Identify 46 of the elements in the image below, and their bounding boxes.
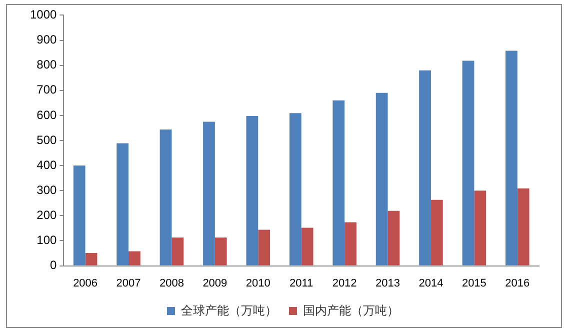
bar <box>203 122 215 266</box>
y-tick-label: 800 <box>36 58 58 72</box>
bar <box>172 237 184 266</box>
y-tick-label: 0 <box>50 258 58 272</box>
x-tick-label: 2007 <box>116 277 141 290</box>
bar <box>246 116 258 266</box>
x-tick-label: 2006 <box>73 277 98 290</box>
bar <box>474 190 486 266</box>
bar <box>85 253 98 266</box>
bar <box>116 143 129 266</box>
y-tick-label: 100 <box>36 233 58 248</box>
bar <box>160 129 172 266</box>
legend-label: 国内产能（万吨） <box>303 303 399 318</box>
bar <box>462 60 474 266</box>
bar <box>376 92 388 266</box>
legend-label: 全球产能（万吨） <box>181 303 277 318</box>
bar <box>388 210 400 266</box>
x-tick-label: 2013 <box>376 277 400 290</box>
x-tick-label: 2016 <box>505 277 530 290</box>
x-tick-label: 2015 <box>462 277 486 290</box>
bar <box>214 237 227 266</box>
y-tick-label: 400 <box>36 158 58 172</box>
x-tick-label: 2014 <box>418 277 444 290</box>
bar <box>419 70 431 266</box>
y-tick-label: 500 <box>36 132 58 147</box>
bar <box>430 200 443 266</box>
x-tick-label: 2010 <box>246 277 270 290</box>
bar <box>517 188 530 266</box>
y-tick-label: 700 <box>36 82 58 97</box>
y-tick-label: 200 <box>36 208 58 222</box>
y-tick-label: 600 <box>36 108 58 122</box>
bar <box>289 113 302 266</box>
y-tick-label: 1000 <box>30 8 58 22</box>
bar <box>332 100 345 266</box>
x-tick-label: 2012 <box>332 277 357 290</box>
bar <box>73 166 86 266</box>
x-tick-label: 2009 <box>202 277 228 290</box>
x-tick-label: 2008 <box>159 277 184 290</box>
y-tick-label: 300 <box>36 182 58 197</box>
bar <box>301 228 314 266</box>
bar <box>128 251 140 266</box>
x-tick-label: 2011 <box>290 277 314 290</box>
bar <box>506 50 518 266</box>
y-tick-label: 900 <box>36 32 58 47</box>
bar <box>344 222 356 266</box>
bar <box>258 230 270 266</box>
